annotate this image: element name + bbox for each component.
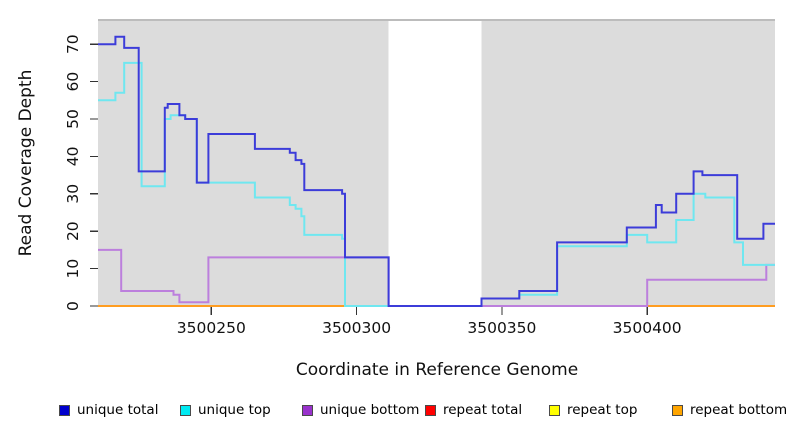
- legend-label: unique top: [198, 402, 271, 418]
- x-tick-label: 3500400: [613, 319, 682, 337]
- legend-item-repeat-total: repeat total: [425, 403, 522, 417]
- x-tick-label: 3500300: [322, 319, 391, 337]
- covered-region: [481, 21, 775, 306]
- y-axis-label: Read Coverage Depth: [16, 69, 36, 257]
- legend-item-repeat-top: repeat top: [549, 403, 637, 417]
- legend-item-unique-top: unique top: [180, 403, 271, 417]
- legend-label: unique total: [77, 402, 159, 418]
- covered-region: [98, 21, 389, 306]
- legend-swatch: [180, 404, 191, 416]
- legend-label: repeat bottom: [690, 402, 788, 418]
- series-line-unique-bottom: [98, 248, 775, 307]
- legend-label: unique bottom: [320, 402, 420, 418]
- legend-label: repeat top: [567, 402, 638, 418]
- y-tick-label: 70: [64, 34, 82, 54]
- y-tick-label: 50: [64, 109, 82, 129]
- legend-swatch: [549, 404, 560, 416]
- y-tick-label: 20: [64, 221, 82, 241]
- legend-label: repeat total: [443, 402, 523, 418]
- x-tick-label: 3500250: [177, 319, 246, 337]
- y-tick-label: 10: [64, 259, 82, 279]
- legend-item-repeat-bottom: repeat bottom: [672, 403, 787, 417]
- legend-swatch: [672, 404, 683, 416]
- y-tick-label: 0: [64, 301, 82, 311]
- legend-item-unique-total: unique total: [59, 403, 158, 417]
- x-axis-label: Coordinate in Reference Genome: [295, 360, 579, 380]
- series-line-unique-total: [98, 35, 775, 307]
- y-tick-label: 60: [64, 72, 82, 92]
- legend-swatch: [59, 404, 70, 416]
- legend-swatch: [425, 404, 436, 416]
- x-tick-label: 3500350: [467, 319, 536, 337]
- legend-swatch: [302, 404, 313, 416]
- legend-item-unique-bottom: unique bottom: [302, 403, 419, 417]
- y-tick-label: 40: [64, 147, 82, 167]
- y-tick-label: 30: [64, 184, 82, 204]
